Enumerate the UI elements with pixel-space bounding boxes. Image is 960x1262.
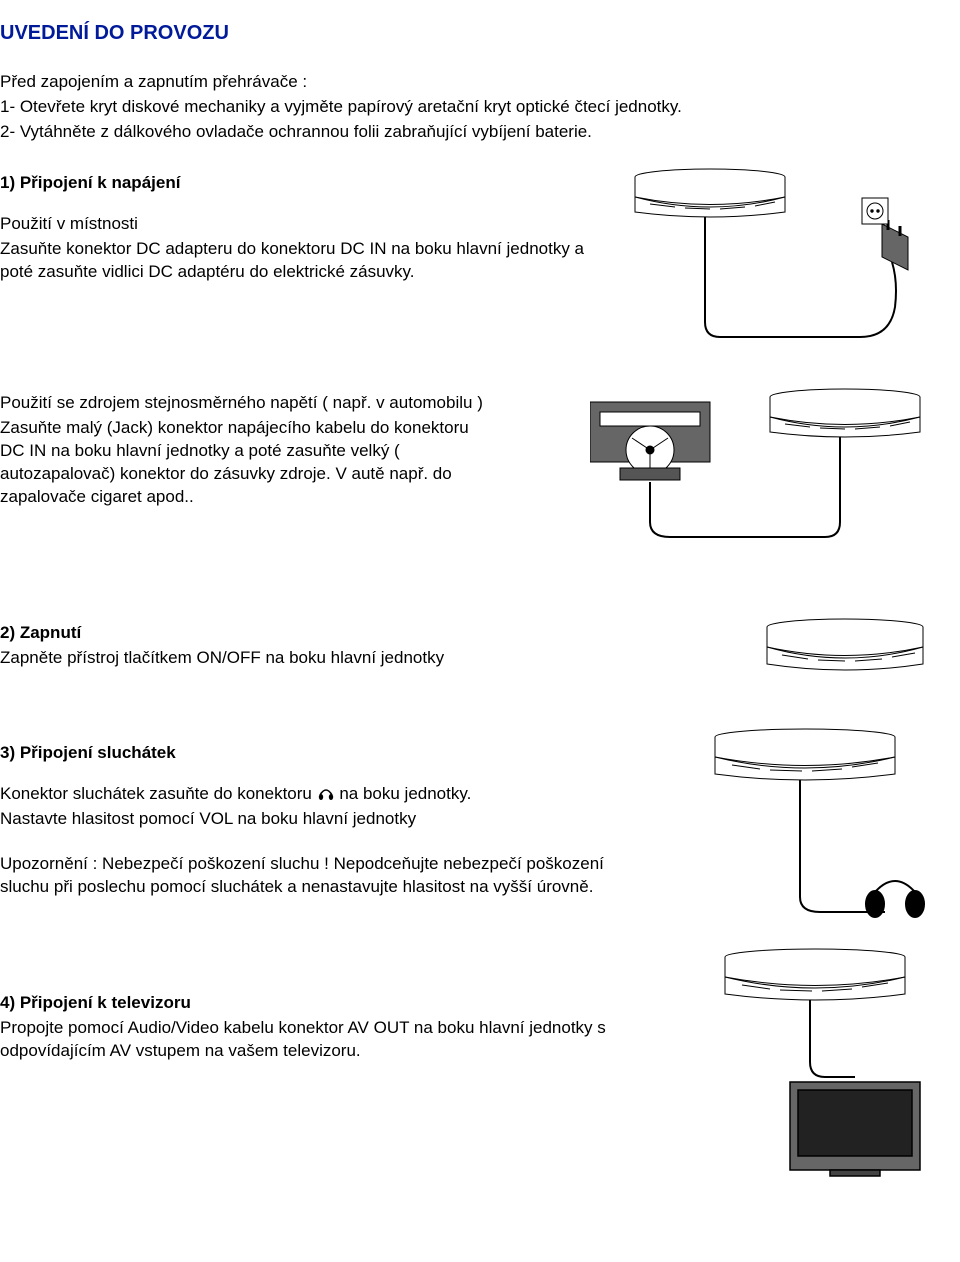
- section2-body: Zasuňte malý (Jack) konektor napájecího …: [0, 417, 480, 509]
- section4-warning: Upozornění : Nebezpečí poškození sluchu …: [0, 853, 620, 899]
- intro-step1: 1- Otevřete kryt diskové mechaniky a vyj…: [0, 96, 930, 119]
- section4-line1a: Konektor sluchátek zasuňte do konektoru: [0, 784, 317, 803]
- headphones-icon: [317, 785, 335, 801]
- intro-step2: 2- Vytáhněte z dálkového ovladače ochran…: [0, 121, 930, 144]
- section4-line1b: na boku jednotky.: [335, 784, 472, 803]
- section-power-room: 1) Připojení k napájení Použití v místno…: [0, 172, 930, 352]
- page-title: UVEDENÍ DO PROVOZU: [0, 20, 930, 47]
- section2-lead: Použití se zdrojem stejnosměrného napětí…: [0, 392, 670, 415]
- section-tv: 4) Připojení k televizoru Propojte pomoc…: [0, 992, 930, 1182]
- section1-subtitle: Použití v místnosti: [0, 213, 590, 236]
- figure-wall-adapter: [630, 162, 930, 352]
- intro-block: Před zapojením a zapnutím přehrávače : 1…: [0, 71, 930, 144]
- section4-line2: Nastavte hlasitost pomocí VOL na boku hl…: [0, 808, 640, 831]
- section5-body: Propojte pomocí Audio/Video kabelu konek…: [0, 1017, 620, 1063]
- section-power-on: 2) Zapnutí Zapněte přístroj tlačítkem ON…: [0, 622, 930, 702]
- figure-car-adapter: [590, 382, 930, 552]
- section4-line1: Konektor sluchátek zasuňte do konektoru …: [0, 783, 640, 806]
- figure-tv: [690, 942, 930, 1182]
- section3-body: Zapněte přístroj tlačítkem ON/OFF na bok…: [0, 647, 640, 670]
- section1-body: Zasuňte konektor DC adapteru do konektor…: [0, 238, 590, 284]
- section-power-car: Použití se zdrojem stejnosměrného napětí…: [0, 392, 930, 562]
- figure-headphones: [650, 722, 930, 942]
- intro-lead: Před zapojením a zapnutím přehrávače :: [0, 71, 930, 94]
- section-headphones: 3) Připojení sluchátek Konektor slucháte…: [0, 742, 930, 942]
- figure-player-only: [760, 612, 930, 682]
